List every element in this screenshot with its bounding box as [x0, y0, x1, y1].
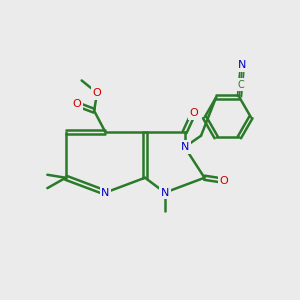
- Text: N: N: [161, 188, 169, 198]
- Text: O: O: [93, 88, 101, 98]
- Text: O: O: [219, 176, 228, 186]
- Text: N: N: [181, 142, 189, 152]
- Text: N: N: [101, 188, 110, 198]
- Text: O: O: [189, 108, 198, 118]
- Text: O: O: [73, 99, 81, 109]
- Text: N: N: [238, 60, 246, 70]
- Text: C: C: [237, 80, 244, 90]
